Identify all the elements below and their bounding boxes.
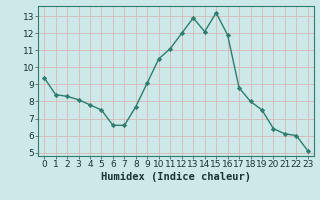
X-axis label: Humidex (Indice chaleur): Humidex (Indice chaleur) [101, 172, 251, 182]
